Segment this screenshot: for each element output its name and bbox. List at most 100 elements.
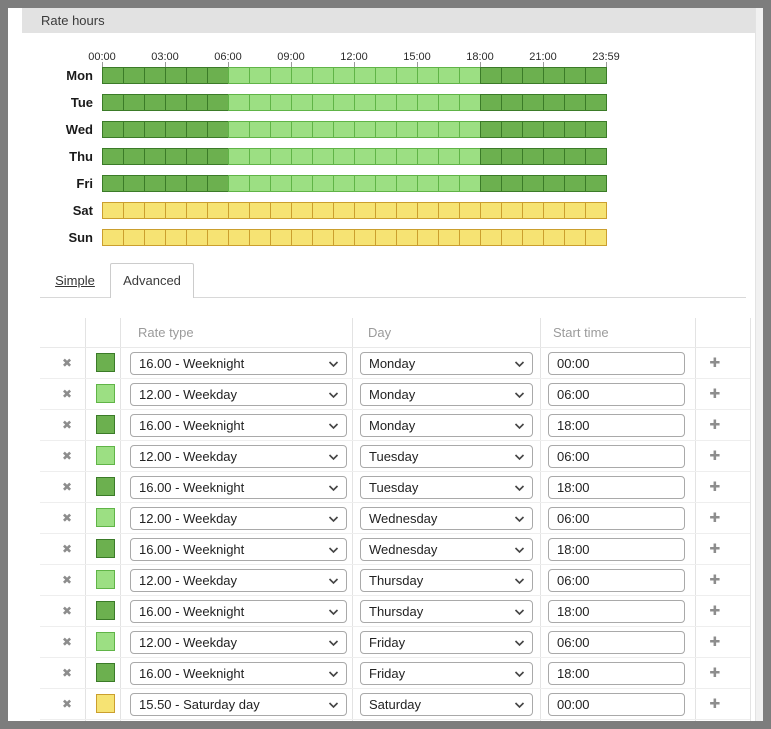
rate-type-select[interactable]: 16.00 - Weeknight <box>130 352 347 375</box>
hour-cell <box>207 121 229 138</box>
delete-row-button[interactable]: ✖ <box>55 689 79 719</box>
plus-icon: ✚ <box>709 696 721 711</box>
delete-row-button[interactable]: ✖ <box>55 658 79 688</box>
delete-row-button[interactable]: ✖ <box>55 565 79 595</box>
day-select[interactable]: Monday <box>360 352 533 375</box>
rate-type-select[interactable]: 12.00 - Weekday <box>130 631 347 654</box>
delete-icon: ✖ <box>61 542 73 556</box>
day-hour-cells <box>102 202 607 219</box>
add-row-button[interactable]: ✚ <box>703 565 727 595</box>
tab-advanced[interactable]: Advanced <box>110 263 194 298</box>
rate-type-select[interactable]: 12.00 - Weekday <box>130 569 347 592</box>
rate-type-select[interactable]: 12.00 - Weekday <box>130 383 347 406</box>
start-time-input[interactable] <box>548 631 685 654</box>
rate-type-select[interactable]: 15.50 - Saturday day <box>130 693 347 716</box>
start-time-input[interactable] <box>548 538 685 561</box>
hour-cell <box>312 94 334 111</box>
hour-cell <box>501 121 523 138</box>
day-select[interactable]: Thursday <box>360 569 533 592</box>
start-time-input[interactable] <box>548 662 685 685</box>
delete-row-button[interactable]: ✖ <box>55 534 79 564</box>
day-select[interactable]: Friday <box>360 662 533 685</box>
rate-rule-row: ✖ 16.00 - Weeknight Monday ✚ <box>40 410 750 441</box>
hour-cell <box>207 94 229 111</box>
day-select[interactable]: Monday <box>360 383 533 406</box>
rate-color-swatch <box>96 663 115 682</box>
hour-cell <box>165 94 187 111</box>
hour-cell <box>270 67 292 84</box>
column-separator <box>352 318 353 721</box>
rate-type-select[interactable]: 12.00 - Weekday <box>130 507 347 530</box>
add-row-button[interactable]: ✚ <box>703 441 727 471</box>
start-time-input[interactable] <box>548 352 685 375</box>
add-row-button[interactable]: ✚ <box>703 503 727 533</box>
add-row-button[interactable]: ✚ <box>703 348 727 378</box>
day-select[interactable]: Tuesday <box>360 476 533 499</box>
start-time-input[interactable] <box>548 383 685 406</box>
add-row-button[interactable]: ✚ <box>703 472 727 502</box>
hour-cell <box>165 229 187 246</box>
rate-type-select[interactable]: 12.00 - Weekday <box>130 445 347 468</box>
column-separator <box>85 318 86 721</box>
plus-icon: ✚ <box>709 355 721 370</box>
delete-row-button[interactable]: ✖ <box>55 379 79 409</box>
day-select[interactable]: Wednesday <box>360 507 533 530</box>
hour-cell <box>249 94 271 111</box>
start-time-input[interactable] <box>548 693 685 716</box>
add-row-button[interactable]: ✚ <box>703 596 727 626</box>
day-select[interactable]: Saturday <box>360 693 533 716</box>
hour-cell <box>144 202 166 219</box>
rate-type-select[interactable]: 16.00 - Weeknight <box>130 538 347 561</box>
delete-row-button[interactable]: ✖ <box>55 596 79 626</box>
day-select[interactable]: Friday <box>360 631 533 654</box>
add-row-button[interactable]: ✚ <box>703 627 727 657</box>
hour-cell <box>186 121 208 138</box>
add-row-button[interactable]: ✚ <box>703 410 727 440</box>
add-row-button[interactable]: ✚ <box>703 689 727 719</box>
hour-cell <box>228 121 250 138</box>
hour-cell <box>480 148 502 165</box>
delete-row-button[interactable]: ✖ <box>55 348 79 378</box>
hour-cell <box>291 202 313 219</box>
column-header-start-time: Start time <box>553 325 609 340</box>
hour-cell <box>249 229 271 246</box>
day-select[interactable]: Tuesday <box>360 445 533 468</box>
add-row-button[interactable]: ✚ <box>703 379 727 409</box>
add-row-button[interactable]: ✚ <box>703 658 727 688</box>
delete-icon: ✖ <box>61 387 73 401</box>
hour-cell <box>438 148 460 165</box>
hour-cell <box>102 94 124 111</box>
start-time-input[interactable] <box>548 414 685 437</box>
delete-row-button[interactable]: ✖ <box>55 627 79 657</box>
rate-type-select[interactable]: 16.00 - Weeknight <box>130 662 347 685</box>
add-row-button[interactable]: ✚ <box>703 534 727 564</box>
rate-type-select[interactable]: 16.00 - Weeknight <box>130 600 347 623</box>
rate-type-select[interactable]: 16.00 - Weeknight <box>130 414 347 437</box>
start-time-input[interactable] <box>548 476 685 499</box>
day-select[interactable]: Monday <box>360 414 533 437</box>
rate-type-select[interactable]: 16.00 - Weeknight <box>130 476 347 499</box>
start-time-input[interactable] <box>548 569 685 592</box>
hour-cell <box>228 175 250 192</box>
hour-cell <box>207 67 229 84</box>
hour-cell <box>165 202 187 219</box>
start-time-input[interactable] <box>548 445 685 468</box>
rate-rule-row: ✖ 16.00 - Weeknight Thursday ✚ <box>40 596 750 627</box>
day-select[interactable]: Thursday <box>360 600 533 623</box>
start-time-input[interactable] <box>548 600 685 623</box>
start-time-input[interactable] <box>548 507 685 530</box>
scrollbar[interactable] <box>755 8 763 721</box>
column-separator <box>695 318 696 721</box>
hour-cell <box>144 94 166 111</box>
tab-simple[interactable]: Simple <box>55 273 95 288</box>
delete-row-button[interactable]: ✖ <box>55 410 79 440</box>
hour-cell <box>312 67 334 84</box>
hour-cell <box>375 67 397 84</box>
hour-cell <box>522 94 544 111</box>
delete-row-button[interactable]: ✖ <box>55 503 79 533</box>
delete-row-button[interactable]: ✖ <box>55 441 79 471</box>
delete-row-button[interactable]: ✖ <box>55 472 79 502</box>
hour-cell <box>186 67 208 84</box>
day-select[interactable]: Wednesday <box>360 538 533 561</box>
hour-cell <box>123 148 145 165</box>
